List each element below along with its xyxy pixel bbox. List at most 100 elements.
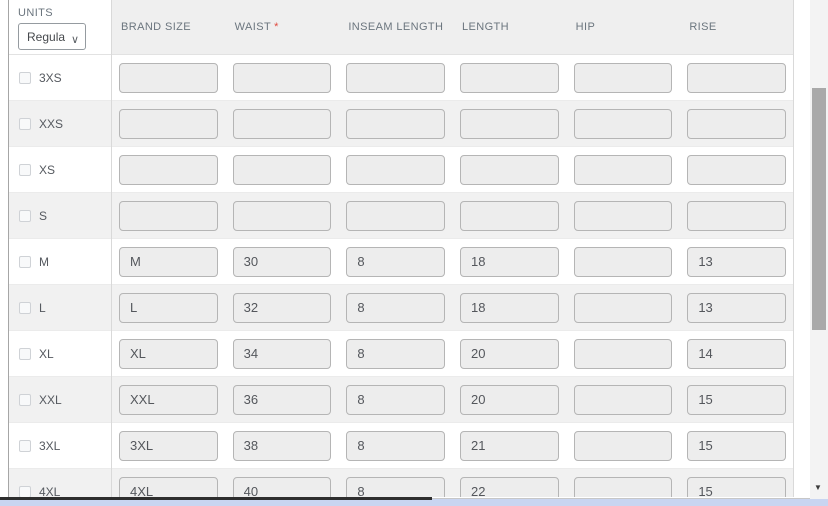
measurement-cell — [338, 154, 452, 185]
measurement-cell — [452, 338, 566, 369]
row-label-cell: 3XS — [9, 71, 111, 85]
row-label-cell: XXS — [9, 117, 111, 131]
waist-input-xs[interactable] — [232, 154, 332, 185]
row-checkbox-4xl[interactable] — [19, 485, 31, 497]
measurement-cell — [225, 62, 339, 93]
horizontal-scrollbar[interactable] — [0, 499, 828, 506]
waist-input-xl[interactable] — [232, 338, 332, 369]
measurement-cell — [566, 338, 680, 369]
scroll-down-arrow-icon[interactable]: ▼ — [814, 483, 822, 492]
inseam-length-input-4xl[interactable] — [346, 476, 445, 497]
rise-input-xs[interactable] — [687, 154, 786, 185]
row-checkbox-xs[interactable] — [19, 163, 31, 176]
rise-input-xxl[interactable] — [687, 384, 786, 415]
rise-input-s[interactable] — [687, 200, 786, 231]
hip-input-4xl[interactable] — [573, 476, 673, 497]
rise-input-4xl[interactable] — [687, 476, 786, 497]
row-size-label: L — [39, 300, 46, 315]
table-row-s: S — [9, 193, 793, 239]
table-body: 3XS XXS XS S M L XL XXL 3XL 4XL — [9, 55, 793, 497]
brand-size-input-l[interactable] — [119, 292, 218, 323]
rise-input-3xl[interactable] — [687, 430, 786, 461]
measurement-cell — [566, 200, 680, 231]
table-bottom-border — [432, 498, 810, 499]
waist-input-xxl[interactable] — [232, 384, 332, 415]
column-header-rise: RISE — [679, 21, 793, 33]
brand-size-input-3xs[interactable] — [119, 62, 218, 93]
inseam-length-input-l[interactable] — [346, 292, 445, 323]
hip-input-xxl[interactable] — [573, 384, 673, 415]
brand-size-input-s[interactable] — [119, 200, 218, 231]
row-checkbox-3xl[interactable] — [19, 439, 31, 452]
measurement-cell — [111, 338, 225, 369]
inseam-length-input-xs[interactable] — [346, 154, 445, 185]
hip-input-xxs[interactable] — [573, 108, 673, 139]
rise-input-xxs[interactable] — [687, 108, 786, 139]
brand-size-input-xxl[interactable] — [119, 384, 218, 415]
hip-input-3xl[interactable] — [573, 430, 673, 461]
table-row-3xs: 3XS — [9, 55, 793, 101]
row-checkbox-l[interactable] — [19, 301, 31, 314]
row-checkbox-3xs[interactable] — [19, 71, 31, 84]
horizontal-scrollbar-thumb[interactable] — [0, 497, 432, 500]
row-checkbox-s[interactable] — [19, 209, 31, 222]
measurement-cell — [679, 154, 793, 185]
brand-size-input-xxs[interactable] — [119, 108, 218, 139]
units-cell: UNITS Regular ∨ — [9, 0, 111, 54]
waist-input-l[interactable] — [232, 292, 332, 323]
waist-input-4xl[interactable] — [232, 476, 332, 497]
waist-input-s[interactable] — [232, 200, 332, 231]
length-input-s[interactable] — [459, 200, 559, 231]
inseam-length-input-3xs[interactable] — [346, 62, 445, 93]
inseam-length-input-xxl[interactable] — [346, 384, 445, 415]
length-input-l[interactable] — [459, 292, 559, 323]
waist-input-xxs[interactable] — [232, 108, 332, 139]
length-input-3xs[interactable] — [459, 62, 559, 93]
inseam-length-input-s[interactable] — [346, 200, 445, 231]
column-header-label: WAIST — [234, 21, 272, 33]
inseam-length-input-xl[interactable] — [346, 338, 445, 369]
waist-input-3xl[interactable] — [232, 430, 332, 461]
length-input-4xl[interactable] — [459, 476, 559, 497]
brand-size-input-xs[interactable] — [119, 154, 218, 185]
rise-input-3xs[interactable] — [687, 62, 786, 93]
hip-input-xl[interactable] — [573, 338, 673, 369]
row-checkbox-m[interactable] — [19, 255, 31, 268]
brand-size-input-4xl[interactable] — [119, 476, 218, 497]
row-checkbox-xxs[interactable] — [19, 117, 31, 130]
row-size-label: XS — [39, 162, 56, 177]
table-row-m: M — [9, 239, 793, 285]
row-checkbox-xxl[interactable] — [19, 393, 31, 406]
hip-input-l[interactable] — [573, 292, 673, 323]
vertical-scrollbar-thumb[interactable] — [812, 88, 826, 330]
measurement-cell — [225, 430, 339, 461]
hip-input-m[interactable] — [573, 246, 673, 277]
length-input-xl[interactable] — [459, 338, 559, 369]
length-input-xxl[interactable] — [459, 384, 559, 415]
hip-input-3xs[interactable] — [573, 62, 673, 93]
waist-input-3xs[interactable] — [232, 62, 332, 93]
row-checkbox-xl[interactable] — [19, 347, 31, 360]
inseam-length-input-xxs[interactable] — [346, 108, 445, 139]
hip-input-xs[interactable] — [573, 154, 673, 185]
length-input-m[interactable] — [459, 246, 559, 277]
measurement-cell — [111, 246, 225, 277]
hip-input-s[interactable] — [573, 200, 673, 231]
brand-size-input-3xl[interactable] — [119, 430, 218, 461]
column-header-label: HIP — [575, 21, 596, 33]
measurement-cell — [225, 476, 339, 497]
brand-size-input-m[interactable] — [119, 246, 218, 277]
waist-input-m[interactable] — [232, 246, 332, 277]
length-input-xxs[interactable] — [459, 108, 559, 139]
brand-size-input-xl[interactable] — [119, 338, 218, 369]
measurement-cell — [679, 476, 793, 497]
rise-input-l[interactable] — [687, 292, 786, 323]
inseam-length-input-m[interactable] — [346, 246, 445, 277]
rise-input-m[interactable] — [687, 246, 786, 277]
length-input-3xl[interactable] — [459, 430, 559, 461]
inseam-length-input-3xl[interactable] — [346, 430, 445, 461]
rise-input-xl[interactable] — [687, 338, 786, 369]
units-select[interactable]: Regular — [18, 23, 86, 50]
length-input-xs[interactable] — [459, 154, 559, 185]
vertical-scrollbar[interactable]: ▼ — [810, 0, 828, 506]
